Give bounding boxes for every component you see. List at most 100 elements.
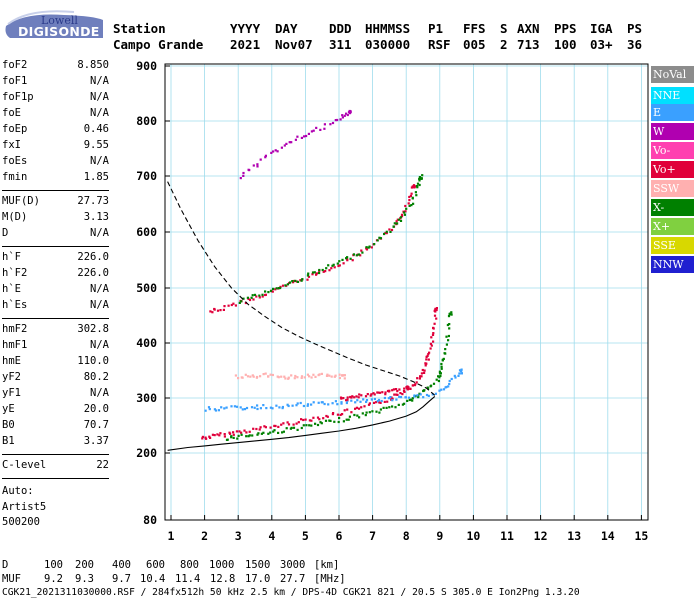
echo-point <box>300 418 303 421</box>
echo-point <box>232 436 235 439</box>
echo-point <box>383 232 386 236</box>
echo-point <box>317 401 320 404</box>
echo-point <box>286 283 289 286</box>
param-row: M(D) 3.13 <box>2 211 109 227</box>
echo-point <box>447 385 450 388</box>
echo-point <box>384 391 387 394</box>
param-value: 70.7 <box>83 419 109 431</box>
echo-point <box>312 129 315 132</box>
x-tick-label: 15 <box>634 529 648 543</box>
echo-point <box>343 377 346 380</box>
echo-point <box>432 382 436 385</box>
echo-point <box>357 396 360 399</box>
echo-point <box>287 376 290 379</box>
echo-point <box>329 123 332 126</box>
echo-point <box>291 404 294 407</box>
echo-point <box>209 436 212 439</box>
param-key: yF1 <box>2 387 21 399</box>
echo-point <box>232 433 235 436</box>
echo-point <box>353 413 356 417</box>
echo-point <box>385 232 388 235</box>
echo-point <box>408 195 411 199</box>
echo-point <box>300 279 303 282</box>
echo-point <box>448 327 451 330</box>
echo-point <box>418 183 421 187</box>
param-value: N/A <box>90 283 109 295</box>
echo-point <box>427 358 430 361</box>
param-key: C-level <box>2 459 47 471</box>
echo-point <box>322 270 325 273</box>
echo-point <box>284 284 287 287</box>
echo-point <box>394 406 397 409</box>
echo-point <box>264 290 267 293</box>
echo-point <box>330 267 333 270</box>
echo-point <box>244 301 247 305</box>
echo-point <box>336 413 339 416</box>
echo-point <box>256 163 259 166</box>
echo-point <box>420 177 423 180</box>
echo-point <box>345 401 348 405</box>
y-tick-label: 300 <box>136 391 157 405</box>
echo-point <box>435 317 438 320</box>
echo-point <box>315 272 318 275</box>
echo-point <box>370 246 373 249</box>
echo-point <box>333 266 336 269</box>
echo-point <box>274 288 277 291</box>
footer-d-label: D <box>2 559 9 571</box>
param-row: MUF(D) 27.73 <box>2 195 109 211</box>
echo-point <box>346 256 349 259</box>
echo-point <box>258 428 261 431</box>
echo-point <box>310 130 313 133</box>
param-key: M(D) <box>2 211 28 223</box>
param-value: 27.73 <box>77 195 109 207</box>
echo-point <box>312 373 315 376</box>
echo-point <box>413 185 416 188</box>
echo-point <box>349 395 352 399</box>
header-label-ps: PS <box>627 21 643 36</box>
echo-point <box>373 397 376 401</box>
echo-point <box>458 372 461 375</box>
param-row: h`F2 226.0 <box>2 267 109 283</box>
echo-point <box>416 394 419 397</box>
echo-point <box>445 385 448 389</box>
echo-point <box>369 394 372 397</box>
echo-point <box>311 271 315 274</box>
echo-point <box>433 322 436 325</box>
echo-point <box>361 412 364 415</box>
param-key: foEp <box>2 123 28 135</box>
x-tick-label: 5 <box>302 529 309 543</box>
header-label-yyyy: YYYY <box>230 21 261 36</box>
echo-point <box>405 207 408 210</box>
echo-point <box>279 286 282 290</box>
y-tick-label: 500 <box>136 281 157 295</box>
echo-point <box>338 373 341 376</box>
header-label-axn: AXN <box>517 21 540 36</box>
echo-point <box>373 393 376 396</box>
param-key: h`F <box>2 251 21 263</box>
footer-muf-value: 17.0 <box>245 573 271 585</box>
echo-point <box>269 431 272 434</box>
echo-point <box>300 375 304 378</box>
header-value-day: Nov07 <box>275 37 313 52</box>
header-value-yyyy: 2021 <box>230 37 261 52</box>
echo-point <box>310 376 313 379</box>
echo-point <box>296 376 299 379</box>
echo-point <box>232 302 235 305</box>
legend-item-ssw: SSW <box>651 180 694 197</box>
header-value-hhmmss: 030000 <box>365 37 411 52</box>
header-label-p1: P1 <box>428 21 444 36</box>
echo-point <box>307 272 310 275</box>
param-key: hmF1 <box>2 339 28 351</box>
y-tick-label: 600 <box>136 225 157 239</box>
echo-point <box>411 397 414 400</box>
autoscaling-version: 500200 <box>2 516 40 528</box>
echo-point <box>256 407 259 411</box>
echo-point <box>250 296 253 299</box>
param-key: B1 <box>2 435 15 447</box>
echo-point <box>226 438 229 441</box>
echo-point <box>295 422 298 425</box>
echo-point <box>431 333 435 336</box>
echo-point <box>438 376 441 379</box>
echo-point <box>289 281 292 284</box>
echo-point <box>236 437 239 440</box>
